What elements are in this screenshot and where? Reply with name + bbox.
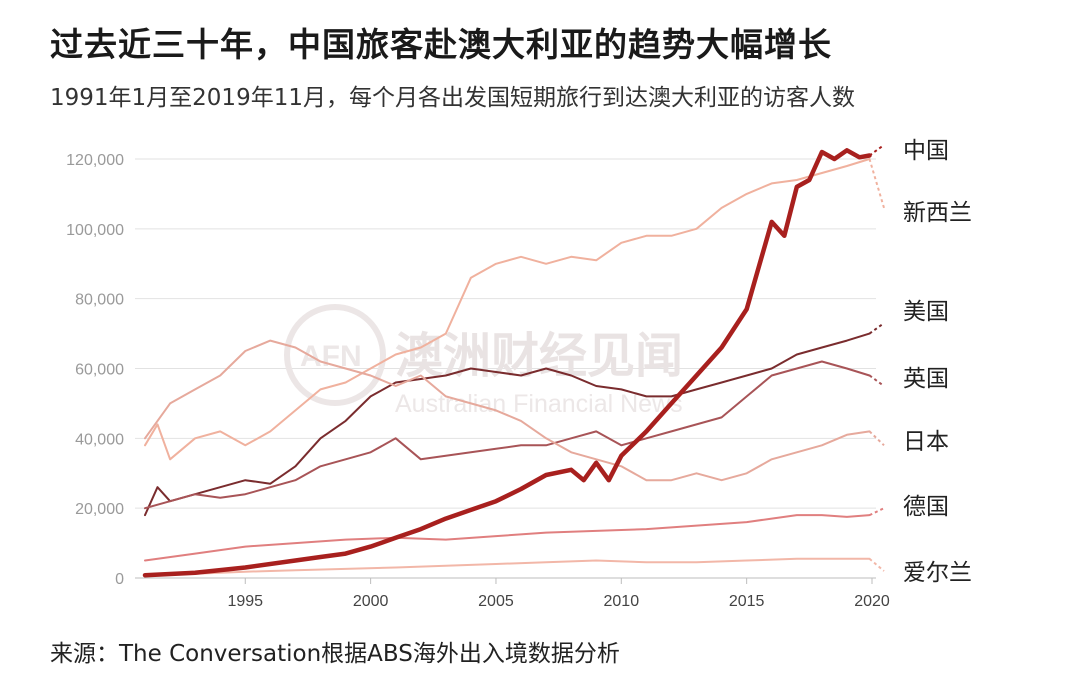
x-tick-label: 1995 — [227, 593, 263, 610]
chart-subtitle: 1991年1月至2019年11月，每个月各出发国短期旅行到达澳大利亚的访客人数 — [50, 85, 855, 111]
watermark: AFN 澳洲财经见闻 Australian Financial News — [284, 304, 683, 418]
series-line — [144, 332, 871, 517]
legend-label: 爱尔兰 — [903, 560, 972, 586]
series-projection — [868, 558, 885, 572]
x-tick-label: 2015 — [729, 593, 765, 610]
grid — [135, 158, 876, 579]
series-projection — [868, 374, 885, 387]
legend-label: 英国 — [903, 366, 949, 392]
series-line — [144, 514, 871, 562]
y-tick-label: 40,000 — [75, 431, 124, 448]
series-line — [142, 148, 872, 578]
legend-label: 美国 — [903, 299, 949, 325]
watermark-cn: 澳洲财经见闻 — [395, 328, 683, 384]
y-tick-label: 20,000 — [75, 501, 124, 518]
watermark-logo — [284, 304, 386, 406]
watermark-logo-text: AFN — [300, 340, 362, 373]
y-tick-label: 80,000 — [75, 292, 124, 309]
series-line — [144, 339, 871, 482]
series-line — [144, 557, 871, 577]
legend-label: 日本 — [903, 429, 949, 455]
series-group — [142, 144, 885, 578]
series-projection — [868, 158, 885, 209]
y-tick-label: 100,000 — [66, 222, 124, 239]
legend-label: 中国 — [903, 138, 949, 164]
x-tick-label: 2010 — [604, 593, 640, 610]
y-axis: 0 20,000 40,000 60,000 80,000 100,000 120,000 — [66, 152, 124, 588]
chart-title: 过去近三十年，中国旅客赴澳大利亚的趋势大幅增长 — [50, 25, 832, 64]
series-line — [144, 360, 871, 510]
x-tick-label: 2005 — [478, 593, 514, 610]
x-tick-label: 2020 — [854, 593, 890, 610]
series-projection — [868, 144, 885, 157]
series-projection — [869, 507, 885, 517]
y-tick-label: 0 — [115, 571, 124, 588]
legend-label: 新西兰 — [903, 200, 972, 226]
y-tick-label: 60,000 — [75, 362, 124, 379]
y-tick-label: 120,000 — [66, 152, 124, 169]
x-tick-label: 2000 — [353, 593, 389, 610]
series-line — [144, 158, 871, 461]
source-note: 来源：The Conversation根据ABS海外出入境数据分析 — [50, 641, 620, 667]
legend-label: 德国 — [903, 494, 949, 520]
x-axis: 1995 2000 2005 2010 2015 2020 — [227, 578, 890, 610]
series-projection — [868, 322, 885, 335]
